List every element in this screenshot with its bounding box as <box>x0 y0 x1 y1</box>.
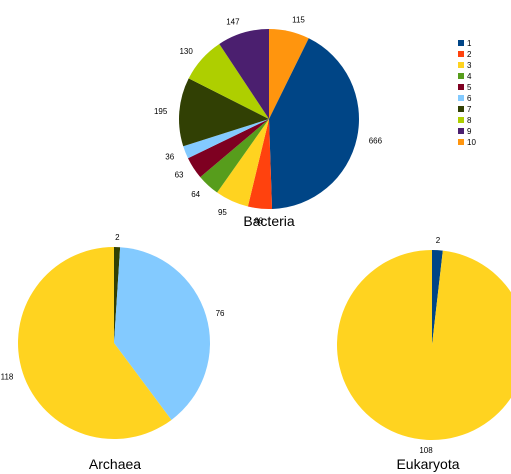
bacteria-slice-7 <box>179 78 269 147</box>
legend-swatch-4 <box>458 73 464 79</box>
archaea-data-label-6: 76 <box>216 309 225 318</box>
bacteria-data-label-3: 95 <box>218 208 227 217</box>
legend-label-1: 1 <box>467 39 472 48</box>
bacteria-data-label-6: 36 <box>165 153 174 162</box>
legend-swatch-8 <box>458 117 464 123</box>
bacteria-data-label-2: 68 <box>254 217 263 226</box>
legend-swatch-7 <box>458 106 464 112</box>
bacteria-data-label-8: 130 <box>179 47 193 56</box>
bacteria-slice-8 <box>188 43 269 119</box>
legend-label-10: 10 <box>467 138 476 147</box>
legend-label-6: 6 <box>467 94 472 103</box>
legend-label-9: 9 <box>467 127 472 136</box>
legend-label-7: 7 <box>467 105 472 114</box>
legend-swatch-6 <box>458 95 464 101</box>
bacteria-data-label-10: 115 <box>292 16 305 25</box>
legend-swatch-10 <box>458 139 464 145</box>
eukaryota-slice-3 <box>337 250 511 440</box>
archaea-pie: 2 76 118 <box>1 233 225 439</box>
legend-swatch-1 <box>458 40 464 46</box>
bacteria-slice-2 <box>247 119 273 210</box>
archaea-slice-6 <box>114 247 211 420</box>
eukaryota-slice-1 <box>432 250 443 345</box>
legend-label-4: 4 <box>467 72 472 81</box>
bacteria-data-label-4: 64 <box>191 190 200 199</box>
archaea-data-label-7: 2 <box>115 233 120 242</box>
bacteria-slice-4 <box>200 119 269 193</box>
bacteria-slice-3 <box>217 119 269 207</box>
legend-label-3: 3 <box>467 61 472 70</box>
archaea-slice-7 <box>114 247 121 343</box>
archaea-title: Archaea <box>89 456 141 472</box>
bacteria-slice-5 <box>187 119 269 178</box>
bacteria-slice-1 <box>269 38 360 209</box>
archaea-data-label-3: 118 <box>1 372 14 381</box>
bacteria-slice-10 <box>269 29 309 119</box>
eukaryota-pie: 2 108 <box>337 236 511 455</box>
bacteria-data-label-7: 195 <box>154 107 168 116</box>
legend-swatch-2 <box>458 51 464 57</box>
legend-label-2: 2 <box>467 50 472 59</box>
legend-label-8: 8 <box>467 116 472 125</box>
eukaryota-data-label-3: 108 <box>419 446 433 455</box>
legend-swatch-9 <box>458 128 464 134</box>
bacteria-slice-9 <box>219 29 269 119</box>
eukaryota-title: Eukaryota <box>396 456 459 472</box>
archaea-slice-3 <box>18 247 172 439</box>
legend: 1 2 3 4 5 6 7 8 9 10 <box>458 39 476 147</box>
bacteria-title: Bacteria <box>243 213 295 229</box>
bacteria-slice-6 <box>183 119 269 159</box>
legend-swatch-5 <box>458 84 464 90</box>
bacteria-data-label-1: 666 <box>369 137 383 146</box>
bacteria-data-label-5: 63 <box>175 171 184 180</box>
bacteria-data-label-9: 147 <box>226 17 240 26</box>
legend-swatch-3 <box>458 62 464 68</box>
eukaryota-data-label-1: 2 <box>436 236 441 245</box>
legend-label-5: 5 <box>467 83 472 92</box>
